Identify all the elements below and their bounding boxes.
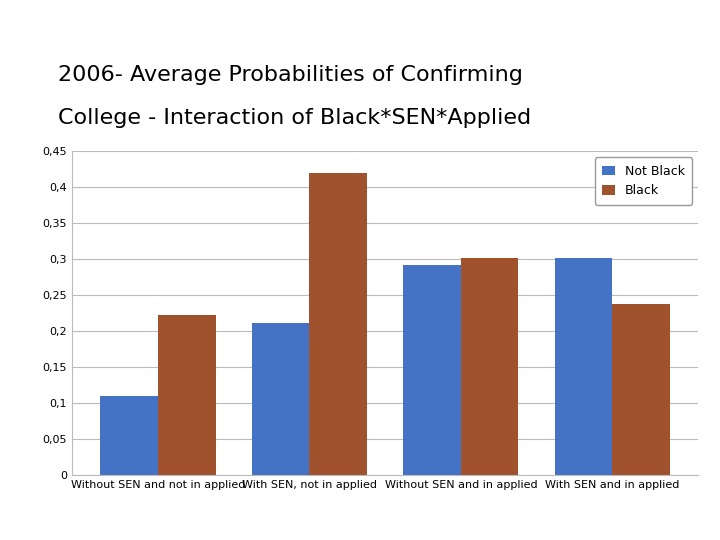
Bar — [613, 304, 670, 475]
Bar — [310, 173, 367, 475]
Bar — [403, 265, 461, 475]
Bar — [461, 259, 518, 475]
Legend: Not Black, Black: Not Black, Black — [595, 158, 692, 205]
Bar — [252, 322, 310, 475]
Bar — [158, 315, 215, 475]
Text: 2006- Average Probabilities of Confirming: 2006- Average Probabilities of Confirmin… — [58, 65, 523, 85]
Bar — [555, 259, 613, 475]
Text: College - Interaction of Black*SEN*Applied: College - Interaction of Black*SEN*Appli… — [58, 108, 531, 128]
Bar — [101, 396, 158, 475]
